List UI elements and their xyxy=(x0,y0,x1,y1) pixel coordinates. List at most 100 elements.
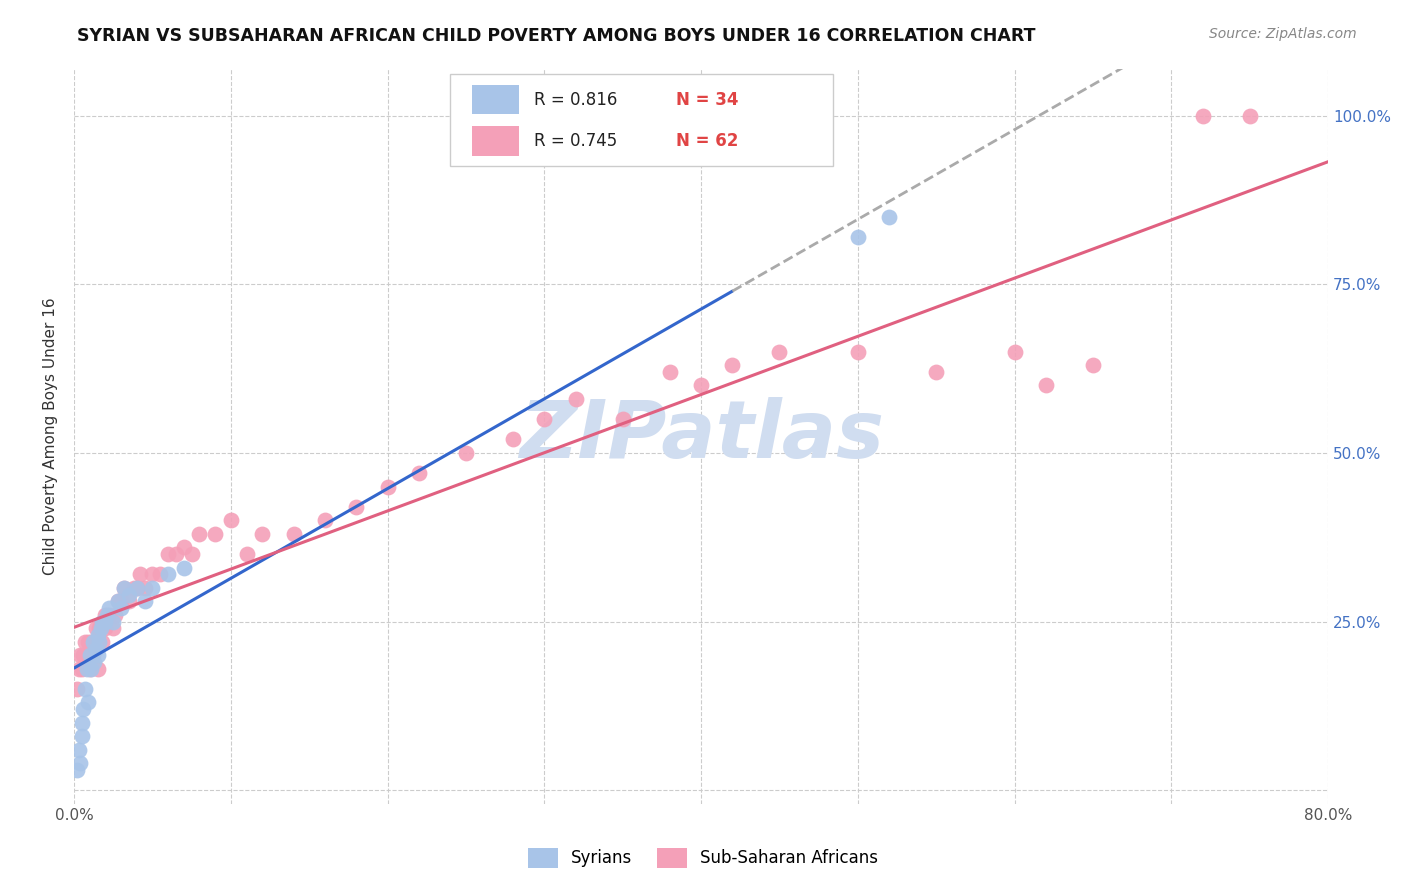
Point xyxy=(77,696,100,710)
Text: R = 0.745: R = 0.745 xyxy=(534,132,617,150)
Point xyxy=(83,634,105,648)
Point xyxy=(96,607,118,622)
Point xyxy=(84,621,107,635)
FancyBboxPatch shape xyxy=(471,127,519,156)
FancyBboxPatch shape xyxy=(450,74,832,166)
Point xyxy=(1004,344,1026,359)
Point xyxy=(768,344,790,359)
Point xyxy=(110,594,132,608)
Point xyxy=(82,634,104,648)
Point xyxy=(533,412,555,426)
Point xyxy=(76,648,98,663)
Point xyxy=(502,433,524,447)
Point xyxy=(925,365,948,379)
Point xyxy=(110,601,132,615)
Point xyxy=(250,526,273,541)
Point xyxy=(70,715,93,730)
Point xyxy=(66,763,89,777)
Point xyxy=(90,621,112,635)
Point xyxy=(125,581,148,595)
Point xyxy=(283,526,305,541)
Point xyxy=(67,662,90,676)
Point xyxy=(89,621,111,635)
Point xyxy=(122,581,145,595)
Point xyxy=(104,607,127,622)
Legend: Syrians, Sub-Saharan Africans: Syrians, Sub-Saharan Africans xyxy=(520,841,886,875)
Point xyxy=(75,681,97,696)
Point xyxy=(72,648,94,663)
Point xyxy=(84,641,107,656)
Text: N = 62: N = 62 xyxy=(676,132,738,150)
Point xyxy=(1035,378,1057,392)
Point xyxy=(658,365,681,379)
Point xyxy=(77,634,100,648)
Point xyxy=(72,702,94,716)
Point xyxy=(69,648,91,663)
Point xyxy=(97,601,120,615)
Point xyxy=(86,648,108,663)
Point xyxy=(219,513,242,527)
Point xyxy=(408,466,430,480)
Point xyxy=(91,615,114,629)
Point xyxy=(1239,109,1261,123)
Text: N = 34: N = 34 xyxy=(676,91,738,109)
Point xyxy=(314,513,336,527)
Point xyxy=(846,344,869,359)
Point xyxy=(134,594,156,608)
Point xyxy=(149,567,172,582)
Point xyxy=(134,581,156,595)
Point xyxy=(188,526,211,541)
Point xyxy=(103,621,125,635)
Point xyxy=(1191,109,1213,123)
Point xyxy=(118,594,141,608)
Point xyxy=(344,500,367,514)
Point xyxy=(157,567,180,582)
Text: R = 0.816: R = 0.816 xyxy=(534,91,617,109)
Text: Source: ZipAtlas.com: Source: ZipAtlas.com xyxy=(1209,27,1357,41)
Point xyxy=(67,742,90,756)
Point xyxy=(112,581,135,595)
Point xyxy=(107,594,129,608)
Point xyxy=(377,480,399,494)
Point xyxy=(846,230,869,244)
Text: SYRIAN VS SUBSAHARAN AFRICAN CHILD POVERTY AMONG BOYS UNDER 16 CORRELATION CHART: SYRIAN VS SUBSAHARAN AFRICAN CHILD POVER… xyxy=(77,27,1036,45)
Point xyxy=(125,581,148,595)
Point xyxy=(86,662,108,676)
Point xyxy=(94,615,117,629)
Point xyxy=(612,412,634,426)
Point xyxy=(173,560,195,574)
Point xyxy=(180,547,202,561)
Point xyxy=(564,392,586,406)
Point xyxy=(173,541,195,555)
Point xyxy=(165,547,187,561)
Point xyxy=(103,615,125,629)
Point xyxy=(70,662,93,676)
Point xyxy=(129,567,152,582)
FancyBboxPatch shape xyxy=(471,85,519,114)
Point xyxy=(82,648,104,663)
Point xyxy=(118,588,141,602)
Point xyxy=(86,628,108,642)
Point xyxy=(83,655,105,669)
Point xyxy=(454,446,477,460)
Point xyxy=(86,634,108,648)
Point xyxy=(112,581,135,595)
Text: ZIPatlas: ZIPatlas xyxy=(519,397,883,475)
Point xyxy=(157,547,180,561)
Point xyxy=(76,662,98,676)
Point xyxy=(721,358,744,372)
Point xyxy=(80,634,103,648)
Point xyxy=(79,662,101,676)
Point xyxy=(877,210,900,224)
Point xyxy=(235,547,257,561)
Point xyxy=(94,607,117,622)
Point xyxy=(70,729,93,743)
Point xyxy=(690,378,713,392)
Point xyxy=(79,648,101,663)
Point xyxy=(80,662,103,676)
Point xyxy=(141,581,163,595)
Point xyxy=(89,634,111,648)
Point xyxy=(66,681,89,696)
Point xyxy=(91,634,114,648)
Point xyxy=(141,567,163,582)
